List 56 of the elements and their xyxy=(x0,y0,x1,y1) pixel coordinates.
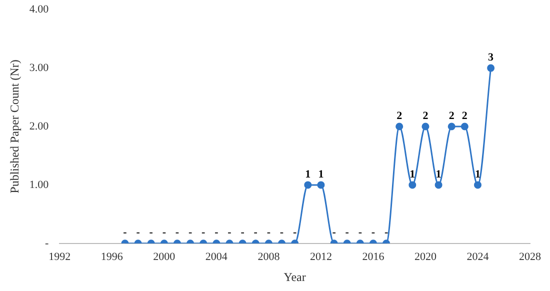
data-label: - xyxy=(149,226,154,239)
data-label: 2 xyxy=(422,110,429,122)
x-tick-label: 2020 xyxy=(414,250,437,263)
data-label: 2 xyxy=(396,110,403,122)
x-tick-label: 1996 xyxy=(100,250,124,263)
data-label: - xyxy=(240,226,245,239)
data-label: 1 xyxy=(436,168,442,180)
data-label: - xyxy=(162,226,166,239)
y-tick-label: 3.00 xyxy=(29,62,50,74)
data-label: - xyxy=(202,226,206,239)
point xyxy=(434,181,442,189)
point xyxy=(422,122,430,130)
y-tick-label: 1.00 xyxy=(29,178,50,191)
x-tick-label: 1992 xyxy=(48,250,71,263)
point xyxy=(304,181,312,189)
y-tick-label: 4.00 xyxy=(29,3,50,16)
y-tick-label: 2.00 xyxy=(29,120,50,132)
data-label: - xyxy=(123,226,128,239)
data-label: 2 xyxy=(448,110,455,122)
x-tick-label: 2024 xyxy=(466,250,490,263)
data-label: - xyxy=(384,226,388,239)
x-tick-label: 2028 xyxy=(519,250,542,263)
data-label: - xyxy=(292,226,297,239)
data-label: - xyxy=(254,226,258,239)
point xyxy=(448,122,456,130)
data-label: - xyxy=(136,226,140,239)
point xyxy=(396,122,404,130)
x-tick-label: 2016 xyxy=(362,250,385,263)
data-label: - xyxy=(358,226,362,239)
data-label: 1 xyxy=(305,168,311,180)
point xyxy=(460,122,468,130)
data-label: - xyxy=(332,226,336,239)
y-tick-label: - xyxy=(44,237,49,250)
point xyxy=(474,181,482,189)
point xyxy=(487,64,495,72)
point xyxy=(408,181,416,189)
x-tick-label: 2008 xyxy=(258,250,280,263)
y-axis-title: Published Paper Count (Nr) xyxy=(7,60,22,194)
data-label: - xyxy=(175,226,180,239)
data-label: 1 xyxy=(410,168,416,180)
data-label: 1 xyxy=(474,168,480,180)
data-label: - xyxy=(266,226,271,239)
data-label: - xyxy=(345,226,350,239)
data-label: - xyxy=(214,226,219,239)
x-tick-label: 2012 xyxy=(310,250,332,263)
data-label: - xyxy=(371,226,376,239)
data-label: - xyxy=(228,226,232,239)
x-tick-label: 2004 xyxy=(205,250,228,263)
data-label: 2 xyxy=(462,110,468,122)
point xyxy=(317,181,325,189)
data-label: - xyxy=(188,226,192,239)
data-label: 3 xyxy=(488,51,494,64)
data-label: 1 xyxy=(318,168,324,180)
data-label: - xyxy=(280,226,284,239)
x-tick-label: 2000 xyxy=(153,250,176,263)
x-axis-title: Year xyxy=(284,270,306,284)
